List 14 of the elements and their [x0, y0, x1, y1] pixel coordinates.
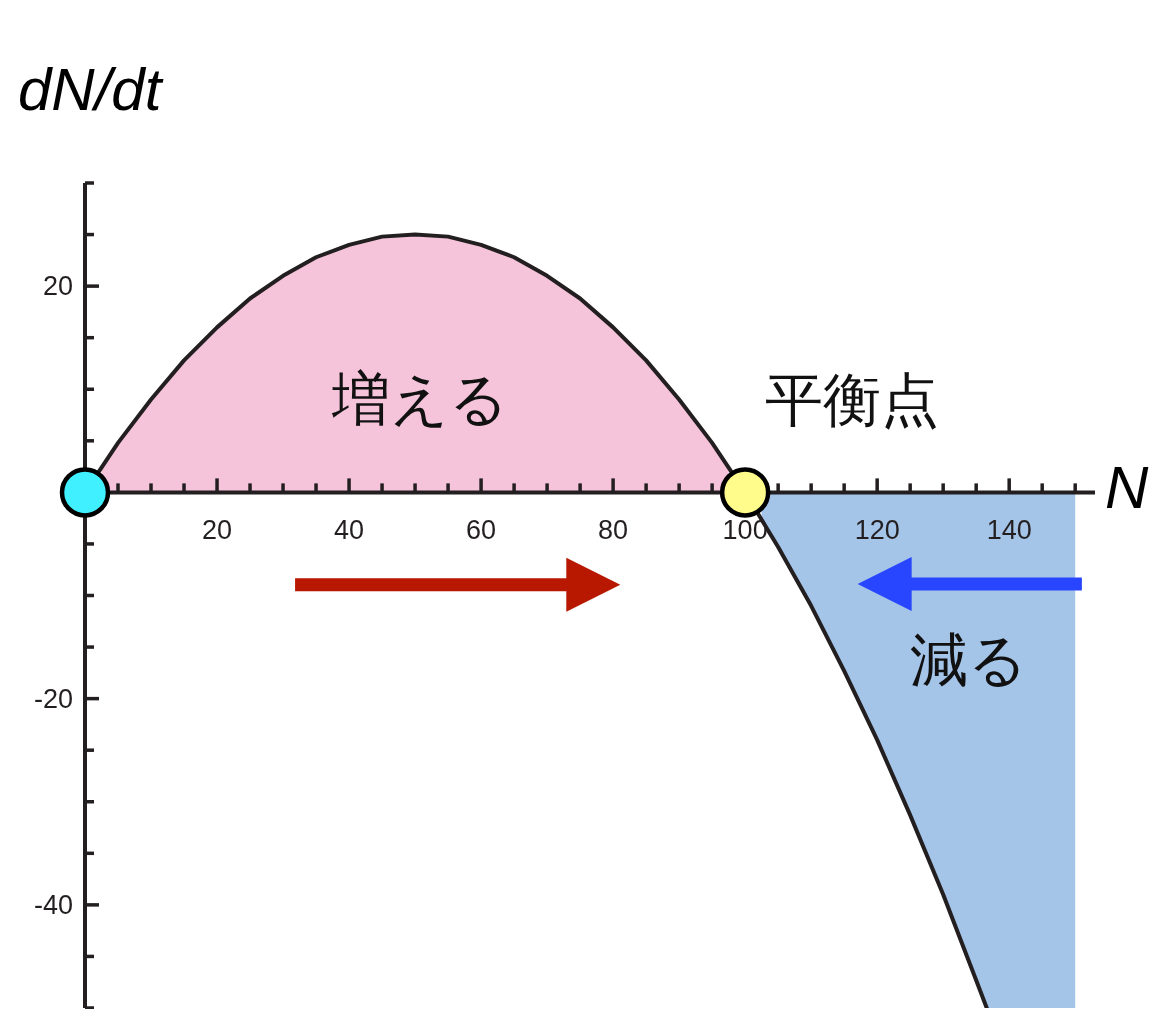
x-tick-label: 40 [334, 515, 365, 546]
y-axis-title: dN/dt [18, 56, 164, 123]
x-tick-label: 120 [854, 515, 900, 546]
annotation: 平衡点 [764, 367, 939, 433]
x-axis-title: N [1105, 454, 1149, 522]
x-tick-label: 60 [466, 515, 497, 546]
x-tick-label: 20 [202, 515, 233, 546]
annotation: 増える [332, 365, 509, 431]
y-tick-label: 20 [42, 271, 73, 302]
y-tick-label: -40 [33, 889, 73, 920]
annotation: 減る [910, 627, 1028, 693]
y-tick-label: -20 [33, 683, 73, 714]
x-tick-label: 80 [598, 515, 629, 546]
x-tick-label: 140 [986, 515, 1032, 546]
